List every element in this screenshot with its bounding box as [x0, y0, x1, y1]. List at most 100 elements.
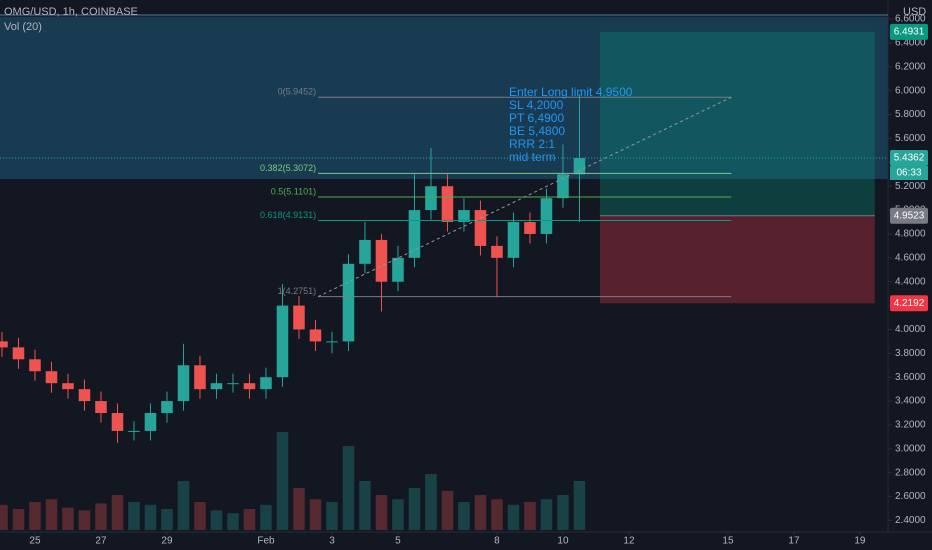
volume-bar — [62, 507, 74, 530]
volume-bar — [293, 488, 305, 530]
x-tick-label: 19 — [854, 536, 866, 547]
candle-body — [260, 377, 272, 390]
fib-label: 1(4.2751) — [278, 286, 317, 296]
candle-body — [458, 210, 470, 223]
zone — [0, 16, 888, 180]
volume-bar — [194, 502, 206, 530]
x-tick-label: 15 — [722, 536, 734, 547]
y-tick-label: 5.6000 — [895, 133, 926, 144]
candle-body — [573, 158, 586, 175]
annotation-line: RRR 2:1 — [509, 137, 555, 151]
last-price-bg — [890, 150, 928, 167]
y-tick-label: 4.6000 — [895, 252, 926, 263]
volume-bar — [78, 510, 91, 530]
candle-body — [194, 365, 206, 390]
candle-body — [111, 413, 124, 431]
volume-bar — [441, 490, 454, 530]
volume-bar — [128, 502, 140, 530]
y-tick-label: 3.2000 — [895, 420, 926, 431]
annotation-line: SL 4,2000 — [509, 98, 564, 112]
candle-body — [474, 210, 487, 246]
stop-zone — [599, 215, 875, 304]
volume-bar — [458, 502, 470, 530]
y-tick-label: 4.0000 — [895, 324, 926, 335]
y-tick-label: 6.4000 — [895, 38, 926, 49]
candle-body — [524, 222, 536, 234]
candle-body — [359, 239, 371, 264]
y-tick-label: 3.0000 — [895, 443, 926, 454]
volume-bar — [177, 481, 190, 530]
x-tick-label: Feb — [257, 536, 275, 547]
volume-bar — [540, 499, 553, 530]
volume-bar — [0, 504, 8, 530]
countdown-bg — [890, 166, 928, 181]
x-tick-label: 17 — [788, 536, 800, 547]
candle-body — [375, 239, 388, 282]
volume-bar — [573, 481, 586, 530]
fib-trend — [317, 96, 732, 298]
candle-body — [144, 413, 157, 431]
stop-price-bg — [890, 295, 928, 312]
candle-body — [78, 389, 91, 402]
volume-bar — [557, 495, 569, 530]
volume-bar — [326, 502, 338, 530]
last-price: 5.4362 — [894, 153, 925, 164]
candle-body — [0, 341, 8, 348]
y-tick-label: 6.2000 — [895, 61, 926, 72]
target-price: 6.4931 — [894, 27, 925, 38]
candle-body — [557, 174, 569, 199]
volume-bar — [45, 499, 58, 530]
volume-bar — [161, 509, 173, 530]
y-tick-label: 3.6000 — [895, 372, 926, 383]
volume-bar — [375, 495, 388, 530]
candle-body — [161, 401, 173, 414]
y-tick-label: 5.8000 — [895, 109, 926, 120]
stop-price: 4.2192 — [894, 298, 925, 309]
y-tick-label: 6.0000 — [895, 85, 926, 96]
y-tick-label: 2.4000 — [895, 515, 926, 526]
annotation-line: PT 6,4900 — [509, 111, 564, 125]
volume-bar — [243, 509, 256, 530]
volume-bar — [210, 510, 223, 530]
y-tick-label: 3.8000 — [895, 348, 926, 359]
volume-bar — [342, 446, 355, 530]
volume-bar — [227, 513, 239, 530]
volume-bar — [359, 481, 371, 530]
candle-body — [408, 210, 421, 258]
fib-label: 0.382(5.3072) — [260, 163, 316, 173]
y-tick-label: 2.6000 — [895, 491, 926, 502]
volume-bar — [392, 499, 404, 530]
volume-bar — [524, 502, 536, 530]
candle-body — [177, 365, 190, 402]
annotation-line: BE 5,4800 — [509, 124, 565, 138]
candle-body — [29, 359, 41, 372]
candle-body — [540, 198, 553, 234]
candle-body — [12, 347, 25, 360]
candle-body — [62, 383, 74, 390]
x-tick-label: 25 — [29, 536, 41, 547]
currency: USD — [903, 6, 926, 18]
candle-body — [210, 383, 223, 390]
annotation-line: mid term — [509, 150, 556, 164]
volume-bar — [144, 504, 157, 530]
countdown: 06:33 — [896, 168, 921, 179]
indicator: Vol (20) — [4, 21, 42, 33]
entry-price-bg — [890, 207, 928, 224]
candle-body — [293, 305, 305, 330]
fib-label: 0.618(4.9131) — [260, 210, 316, 220]
candle-body — [425, 186, 437, 211]
entry-price: 4.9523 — [894, 210, 925, 221]
x-tick-label: 8 — [494, 536, 500, 547]
candle-body — [276, 305, 289, 378]
volume-bar — [408, 488, 421, 530]
x-tick-label: 5 — [395, 536, 401, 547]
symbol: OMG/USD, 1h, COINBASE — [4, 6, 138, 18]
x-tick-label: 27 — [95, 536, 107, 547]
volume-bar — [29, 502, 41, 530]
volume-bar — [491, 499, 503, 530]
candle-body — [392, 257, 404, 282]
volume-bar — [276, 432, 289, 530]
volume-bar — [260, 504, 272, 530]
x-tick-label: 3 — [329, 536, 335, 547]
